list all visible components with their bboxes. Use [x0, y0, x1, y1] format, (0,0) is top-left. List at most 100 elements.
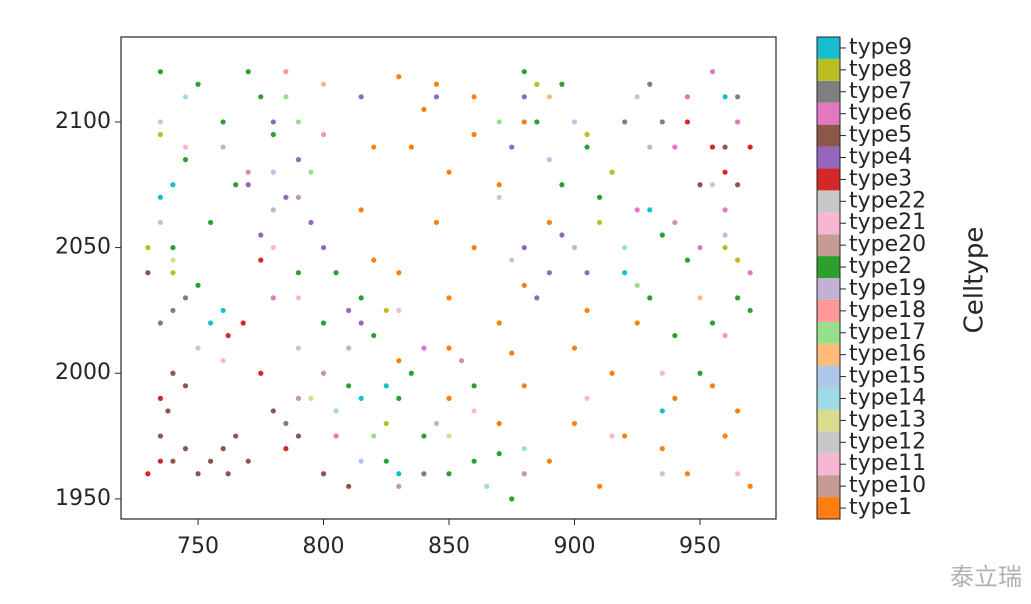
cell-point: [157, 194, 164, 200]
cell-point: [709, 144, 716, 150]
colorbar-segment: [817, 37, 840, 59]
cell-point: [170, 257, 176, 263]
cell-point: [596, 194, 603, 200]
cell-point: [546, 458, 552, 464]
cell-point: [346, 345, 352, 351]
cell-point: [396, 74, 402, 80]
colorbar-segment: [817, 190, 840, 213]
colorbar-tick-label: type8: [849, 57, 912, 82]
colorbar-segment: [817, 234, 840, 257]
cell-point: [647, 207, 653, 213]
cell-point: [709, 383, 716, 389]
colorbar-tick-label: type20: [849, 232, 926, 257]
cell-point: [672, 144, 678, 150]
cell-point: [684, 94, 691, 100]
cell-point: [471, 408, 477, 414]
cell-point: [521, 471, 527, 477]
cell-point: [358, 320, 364, 326]
x-tick-label: 800: [303, 534, 345, 559]
x-tick-label: 850: [428, 534, 470, 559]
colorbar-segment: [817, 475, 840, 498]
cell-point: [647, 295, 653, 301]
cell-point: [546, 270, 552, 276]
cell-point: [333, 270, 339, 276]
cell-point: [735, 119, 741, 125]
colorbar-segment: [817, 124, 840, 147]
cell-point: [245, 69, 251, 75]
cell-point: [182, 157, 189, 163]
cell-point: [433, 219, 440, 226]
cell-point: [157, 395, 164, 401]
colorbar-segment: [817, 343, 840, 366]
cell-point: [609, 433, 615, 439]
cell-point: [496, 320, 502, 326]
cell-point: [308, 169, 314, 175]
cell-point: [157, 69, 164, 75]
cell-point: [609, 370, 615, 376]
colorbar-tick-label: type6: [849, 101, 912, 126]
cell-point: [207, 320, 214, 326]
y-tick-label: 2100: [55, 109, 111, 134]
cell-point: [735, 94, 741, 100]
cell-point: [571, 244, 578, 251]
cell-point: [546, 219, 552, 226]
cell-point: [421, 345, 427, 351]
cell-point: [283, 420, 289, 427]
cell-point: [383, 307, 389, 314]
cell-point: [225, 332, 231, 339]
y-tick-label: 2050: [55, 235, 111, 260]
cell-point: [521, 282, 527, 288]
cell-point: [559, 232, 565, 238]
cell-point: [433, 420, 440, 427]
cell-point: [509, 257, 515, 263]
colorbar-label: Celltype: [960, 227, 990, 334]
colorbar-segment: [817, 168, 840, 191]
cell-point: [358, 207, 364, 213]
cell-point: [396, 395, 402, 401]
cell-point: [496, 420, 502, 427]
cell-point: [709, 182, 716, 188]
cell-point: [659, 446, 665, 452]
cell-point: [207, 458, 214, 464]
cell-point: [634, 282, 640, 288]
cell-point: [258, 94, 264, 100]
cell-point: [471, 383, 477, 389]
cell-point: [295, 270, 302, 276]
cell-point: [622, 119, 628, 125]
colorbar-tick-label: type12: [849, 429, 926, 454]
cell-point: [521, 119, 527, 125]
cell-point: [684, 471, 691, 477]
cell-point: [521, 244, 527, 251]
cell-point: [270, 244, 276, 251]
cell-point: [421, 471, 427, 477]
y-tick-label: 1950: [55, 486, 111, 511]
colorbar-segment: [817, 431, 840, 454]
cell-point: [258, 257, 264, 263]
y-tick-label: 2000: [55, 360, 111, 385]
cell-point: [383, 420, 389, 427]
colorbar-tick-label: type14: [849, 386, 926, 411]
cell-point: [471, 131, 477, 138]
cell-point: [496, 182, 502, 188]
cell-point: [170, 244, 176, 251]
cell-point: [521, 383, 527, 389]
cell-point: [371, 332, 377, 339]
cell-point: [233, 433, 239, 439]
cell-point: [559, 182, 565, 188]
cell-point: [145, 471, 151, 477]
cell-point: [258, 370, 264, 376]
cell-point: [308, 395, 314, 401]
colorbar-tick-label: type1: [849, 495, 912, 520]
colorbar-tick-label: type21: [849, 210, 926, 235]
cell-point: [747, 270, 753, 276]
cell-point: [333, 408, 339, 414]
cell-point: [735, 471, 741, 477]
colorbar-tick-label: type22: [849, 188, 926, 213]
cell-point: [182, 383, 189, 389]
cell-point: [622, 270, 628, 276]
colorbar-segment: [817, 58, 840, 81]
cell-point: [433, 81, 440, 87]
cell-point: [145, 270, 151, 276]
cell-point: [634, 207, 640, 213]
cell-point: [433, 94, 440, 100]
